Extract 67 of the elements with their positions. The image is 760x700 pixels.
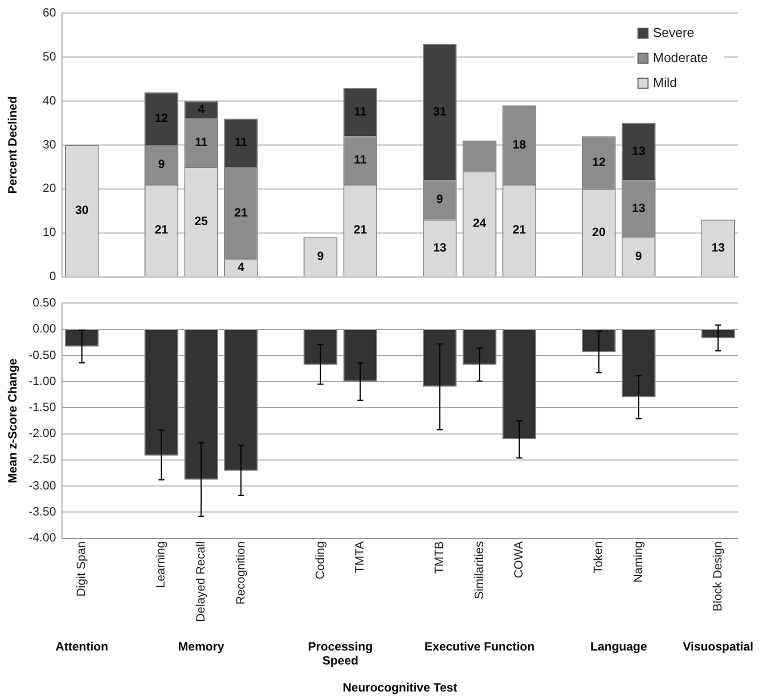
x-tick-label: Coding xyxy=(312,541,327,580)
data-label: 13 xyxy=(433,240,447,254)
data-label: 4 xyxy=(198,102,205,116)
y-tick-label: 0 xyxy=(49,269,56,284)
legend-label: Severe xyxy=(653,24,694,40)
y-tick-label: -1.50 xyxy=(28,400,56,414)
y-tick-label: 40 xyxy=(42,93,56,108)
data-label: 4 xyxy=(238,260,245,274)
text: Memory xyxy=(178,639,225,654)
text: Attention xyxy=(56,639,108,654)
legend-label: Moderate xyxy=(653,50,708,65)
y-tick-label: 0.00 xyxy=(32,322,56,336)
y-tick-label: 20 xyxy=(42,181,56,196)
y-tick-label: -3.50 xyxy=(28,504,56,518)
x-tick-label: COWA xyxy=(512,541,526,578)
data-label: 25 xyxy=(194,214,208,228)
y-axis-title: Mean z-Score Change xyxy=(6,358,20,484)
x-tick-label: Delayed Recall xyxy=(193,541,208,622)
data-label: 20 xyxy=(592,224,606,239)
y-tick-label: 30 xyxy=(42,137,56,152)
x-axis-title: Neurocognitive Test xyxy=(342,680,458,694)
x-tick-label: Token xyxy=(591,541,606,574)
data-label: 30 xyxy=(75,202,89,217)
text: Processing Speed xyxy=(308,639,373,668)
y-tick-label: -3.00 xyxy=(28,478,56,492)
data-label: 31 xyxy=(433,104,447,118)
data-label: 11 xyxy=(234,135,248,150)
x-tick-label: Similarities xyxy=(472,541,486,600)
data-label: 21 xyxy=(154,222,168,237)
data-label: 21 xyxy=(512,222,526,237)
x-tick-label: TMTA xyxy=(352,541,367,574)
data-label: 9 xyxy=(317,249,324,264)
y-tick-label: 0.50 xyxy=(32,296,56,310)
legend-label: Mild xyxy=(653,74,677,90)
y-tick-label: 60 xyxy=(42,6,56,20)
data-label: 9 xyxy=(158,157,166,172)
data-label: 11 xyxy=(354,152,367,167)
data-label: 13 xyxy=(632,201,646,216)
data-label: 11 xyxy=(354,104,367,118)
data-label: 11 xyxy=(194,135,208,150)
data-label: 12 xyxy=(154,110,168,125)
y-tick-label: -1.00 xyxy=(28,374,56,388)
y-axis-title: Percent Declined xyxy=(6,96,20,194)
data-label: 13 xyxy=(632,144,646,158)
data-label: 24 xyxy=(472,216,487,230)
text: Visuospatial xyxy=(682,639,754,654)
data-label: 18 xyxy=(512,137,526,152)
text: Language xyxy=(590,639,648,654)
data-label: 9 xyxy=(635,249,642,264)
data-label: 12 xyxy=(592,154,606,169)
y-tick-label: -4.00 xyxy=(28,530,56,545)
text: Executive Function xyxy=(424,639,535,654)
data-label: 9 xyxy=(436,192,444,206)
x-tick-label: Naming xyxy=(630,541,645,583)
y-tick-label: 50 xyxy=(42,49,56,64)
y-tick-label: -0.50 xyxy=(28,348,56,362)
data-label: 13 xyxy=(711,240,726,254)
x-tick-label: Learning xyxy=(154,541,168,588)
y-tick-label: -2.50 xyxy=(28,452,56,466)
x-tick-label: Block Design xyxy=(710,541,724,612)
x-tick-label: Recognition xyxy=(233,541,248,605)
y-tick-label: -2.00 xyxy=(28,426,56,440)
x-tick-label: Digit Span xyxy=(74,541,88,597)
data-label: 21 xyxy=(354,222,368,237)
x-tick-label: TMTB xyxy=(432,541,446,574)
data-label: 21 xyxy=(234,205,248,220)
y-tick-label: 10 xyxy=(42,225,56,240)
